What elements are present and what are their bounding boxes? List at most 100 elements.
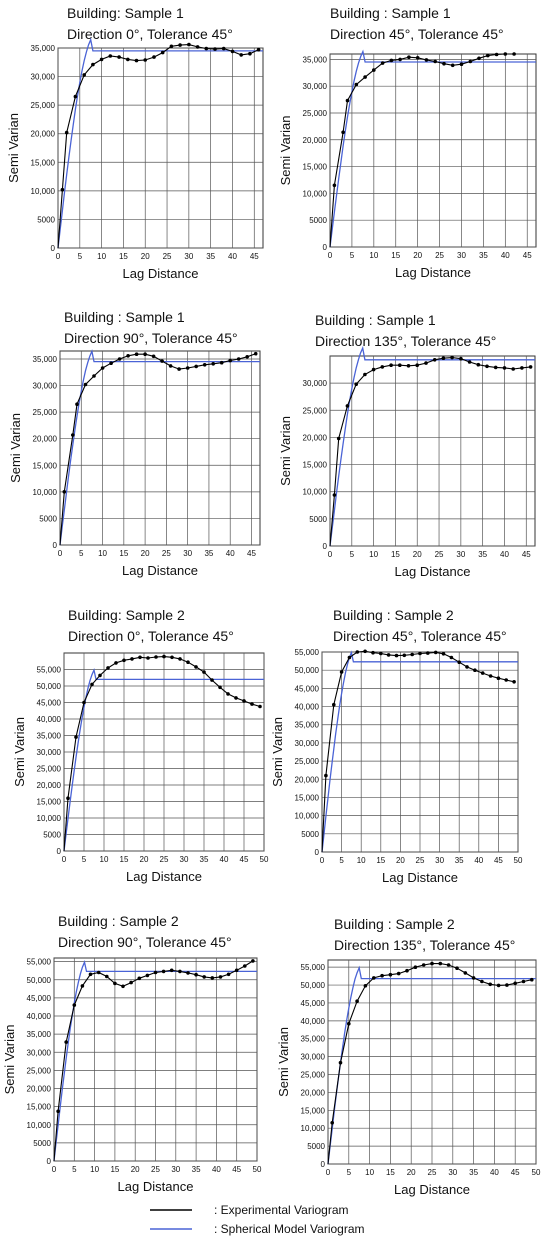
x-tick-label: 0 — [326, 1168, 331, 1177]
experimental-point — [467, 360, 472, 364]
x-tick-label: 5 — [350, 550, 355, 559]
x-tick-label: 10 — [369, 550, 378, 559]
y-tick-label: 0 — [323, 243, 328, 252]
experimental-point — [505, 983, 509, 987]
x-tick-label: 20 — [141, 252, 150, 261]
y-tick-label: 0 — [321, 1160, 326, 1169]
experimental-point — [91, 62, 95, 67]
x-tick-label: 0 — [320, 856, 325, 865]
x-tick-label: 15 — [391, 550, 400, 559]
x-tick-label: 35 — [479, 251, 488, 260]
y-tick-label: 0 — [57, 847, 62, 856]
x-tick-label: 20 — [407, 1168, 416, 1177]
experimental-point — [363, 75, 367, 79]
y-axis-label: Semi Varian — [6, 113, 21, 183]
x-axis-label: Lag Distance — [395, 265, 471, 280]
experimental-point — [251, 959, 255, 963]
experimental-point — [169, 968, 174, 973]
experimental-point — [468, 59, 473, 64]
experimental-point — [186, 660, 190, 664]
x-tick-label: 45 — [247, 549, 256, 558]
y-tick-label: 30,000 — [301, 1053, 326, 1062]
y-tick-label: 5000 — [301, 830, 319, 839]
y-tick-label: 50,000 — [27, 976, 52, 985]
experimental-point — [528, 365, 533, 369]
experimental-point — [380, 365, 385, 369]
y-tick-label: 10,000 — [33, 488, 58, 497]
x-tick-label: 15 — [391, 251, 400, 260]
x-tick-label: 0 — [58, 549, 63, 558]
y-tick-label: 45,000 — [295, 684, 320, 693]
y-tick-label: 25,000 — [27, 1066, 52, 1075]
experimental-point — [402, 653, 407, 658]
y-tick-label: 25,000 — [33, 408, 58, 417]
experimental-point — [99, 57, 104, 62]
experimental-point — [511, 367, 515, 371]
y-tick-label: 45,000 — [27, 994, 52, 1003]
x-tick-label: 0 — [328, 550, 333, 559]
chart-title-line2: Direction 45°, Tolerance 45° — [333, 628, 507, 644]
experimental-point — [230, 49, 235, 54]
y-tick-label: 55,000 — [27, 958, 52, 967]
x-tick-label: 35 — [204, 549, 213, 558]
experimental-point — [480, 979, 484, 984]
experimental-point — [66, 796, 70, 800]
y-tick-label: 20,000 — [31, 130, 56, 139]
chart-title-line2: Direction 135°, Tolerance 45° — [334, 937, 515, 953]
x-tick-label: 25 — [428, 1168, 437, 1177]
experimental-point — [202, 975, 206, 979]
experimental-point — [161, 969, 166, 974]
chart-title-line1: Building : Sample 1 — [64, 309, 185, 325]
experimental-point — [178, 43, 182, 47]
x-tick-label: 20 — [131, 1165, 140, 1174]
x-tick-label: 40 — [500, 550, 509, 559]
y-tick-label: 35,000 — [27, 1030, 52, 1039]
x-axis-label: Lag Distance — [122, 563, 198, 578]
experimental-point — [80, 984, 85, 988]
y-tick-label: 5000 — [37, 215, 55, 224]
y-tick-label: 5000 — [309, 216, 327, 225]
y-tick-label: 10,000 — [37, 814, 62, 823]
y-tick-label: 55,000 — [37, 666, 62, 675]
experimental-point — [432, 358, 437, 362]
y-tick-label: 35,000 — [31, 44, 56, 53]
experimental-point — [138, 655, 142, 660]
experimental-point — [341, 130, 345, 135]
y-tick-label: 0 — [53, 541, 58, 550]
experimental-point — [502, 366, 507, 370]
y-tick-label: 45,000 — [301, 999, 326, 1008]
x-axis-label: Lag Distance — [395, 564, 471, 579]
legend-model-label: : Spherical Model Variogram — [214, 1222, 365, 1236]
experimental-point — [338, 1060, 343, 1065]
y-tick-label: 5000 — [33, 1139, 51, 1148]
variogram-chart-5: Building: Sample 2 Direction 0°, Toleranc… — [12, 607, 269, 884]
x-tick-label: 40 — [212, 1165, 221, 1174]
experimental-point — [450, 63, 455, 68]
y-tick-label: 25,000 — [37, 765, 62, 774]
experimental-point — [398, 363, 402, 368]
experimental-point — [154, 655, 158, 659]
experimental-point — [129, 980, 133, 985]
y-tick-label: 25,000 — [295, 757, 320, 766]
experimental-point — [372, 68, 376, 72]
experimental-point — [234, 968, 239, 973]
experimental-point — [355, 650, 360, 654]
plot-area — [59, 350, 261, 546]
experimental-point — [347, 1021, 351, 1026]
chart-grid: Building: Sample 1 Direction 0°, Toleranc… — [2, 5, 541, 1197]
x-tick-label: 15 — [386, 1168, 395, 1177]
experimental-point — [187, 42, 191, 47]
legend-experimental-label: : Experimental Variogram — [214, 1203, 349, 1217]
y-tick-label: 50,000 — [301, 981, 326, 990]
experimental-point — [92, 374, 96, 378]
chart-title-line2: Direction 90°, Tolerance 45° — [64, 330, 238, 346]
experimental-point — [96, 970, 101, 975]
y-tick-label: 20,000 — [295, 775, 320, 784]
experimental-point — [488, 674, 493, 678]
experimental-point — [234, 696, 238, 700]
x-tick-label: 25 — [435, 251, 444, 260]
experimental-point — [441, 356, 446, 361]
experimental-point — [354, 382, 359, 387]
chart-title-line1: Building : Sample 1 — [330, 5, 451, 21]
